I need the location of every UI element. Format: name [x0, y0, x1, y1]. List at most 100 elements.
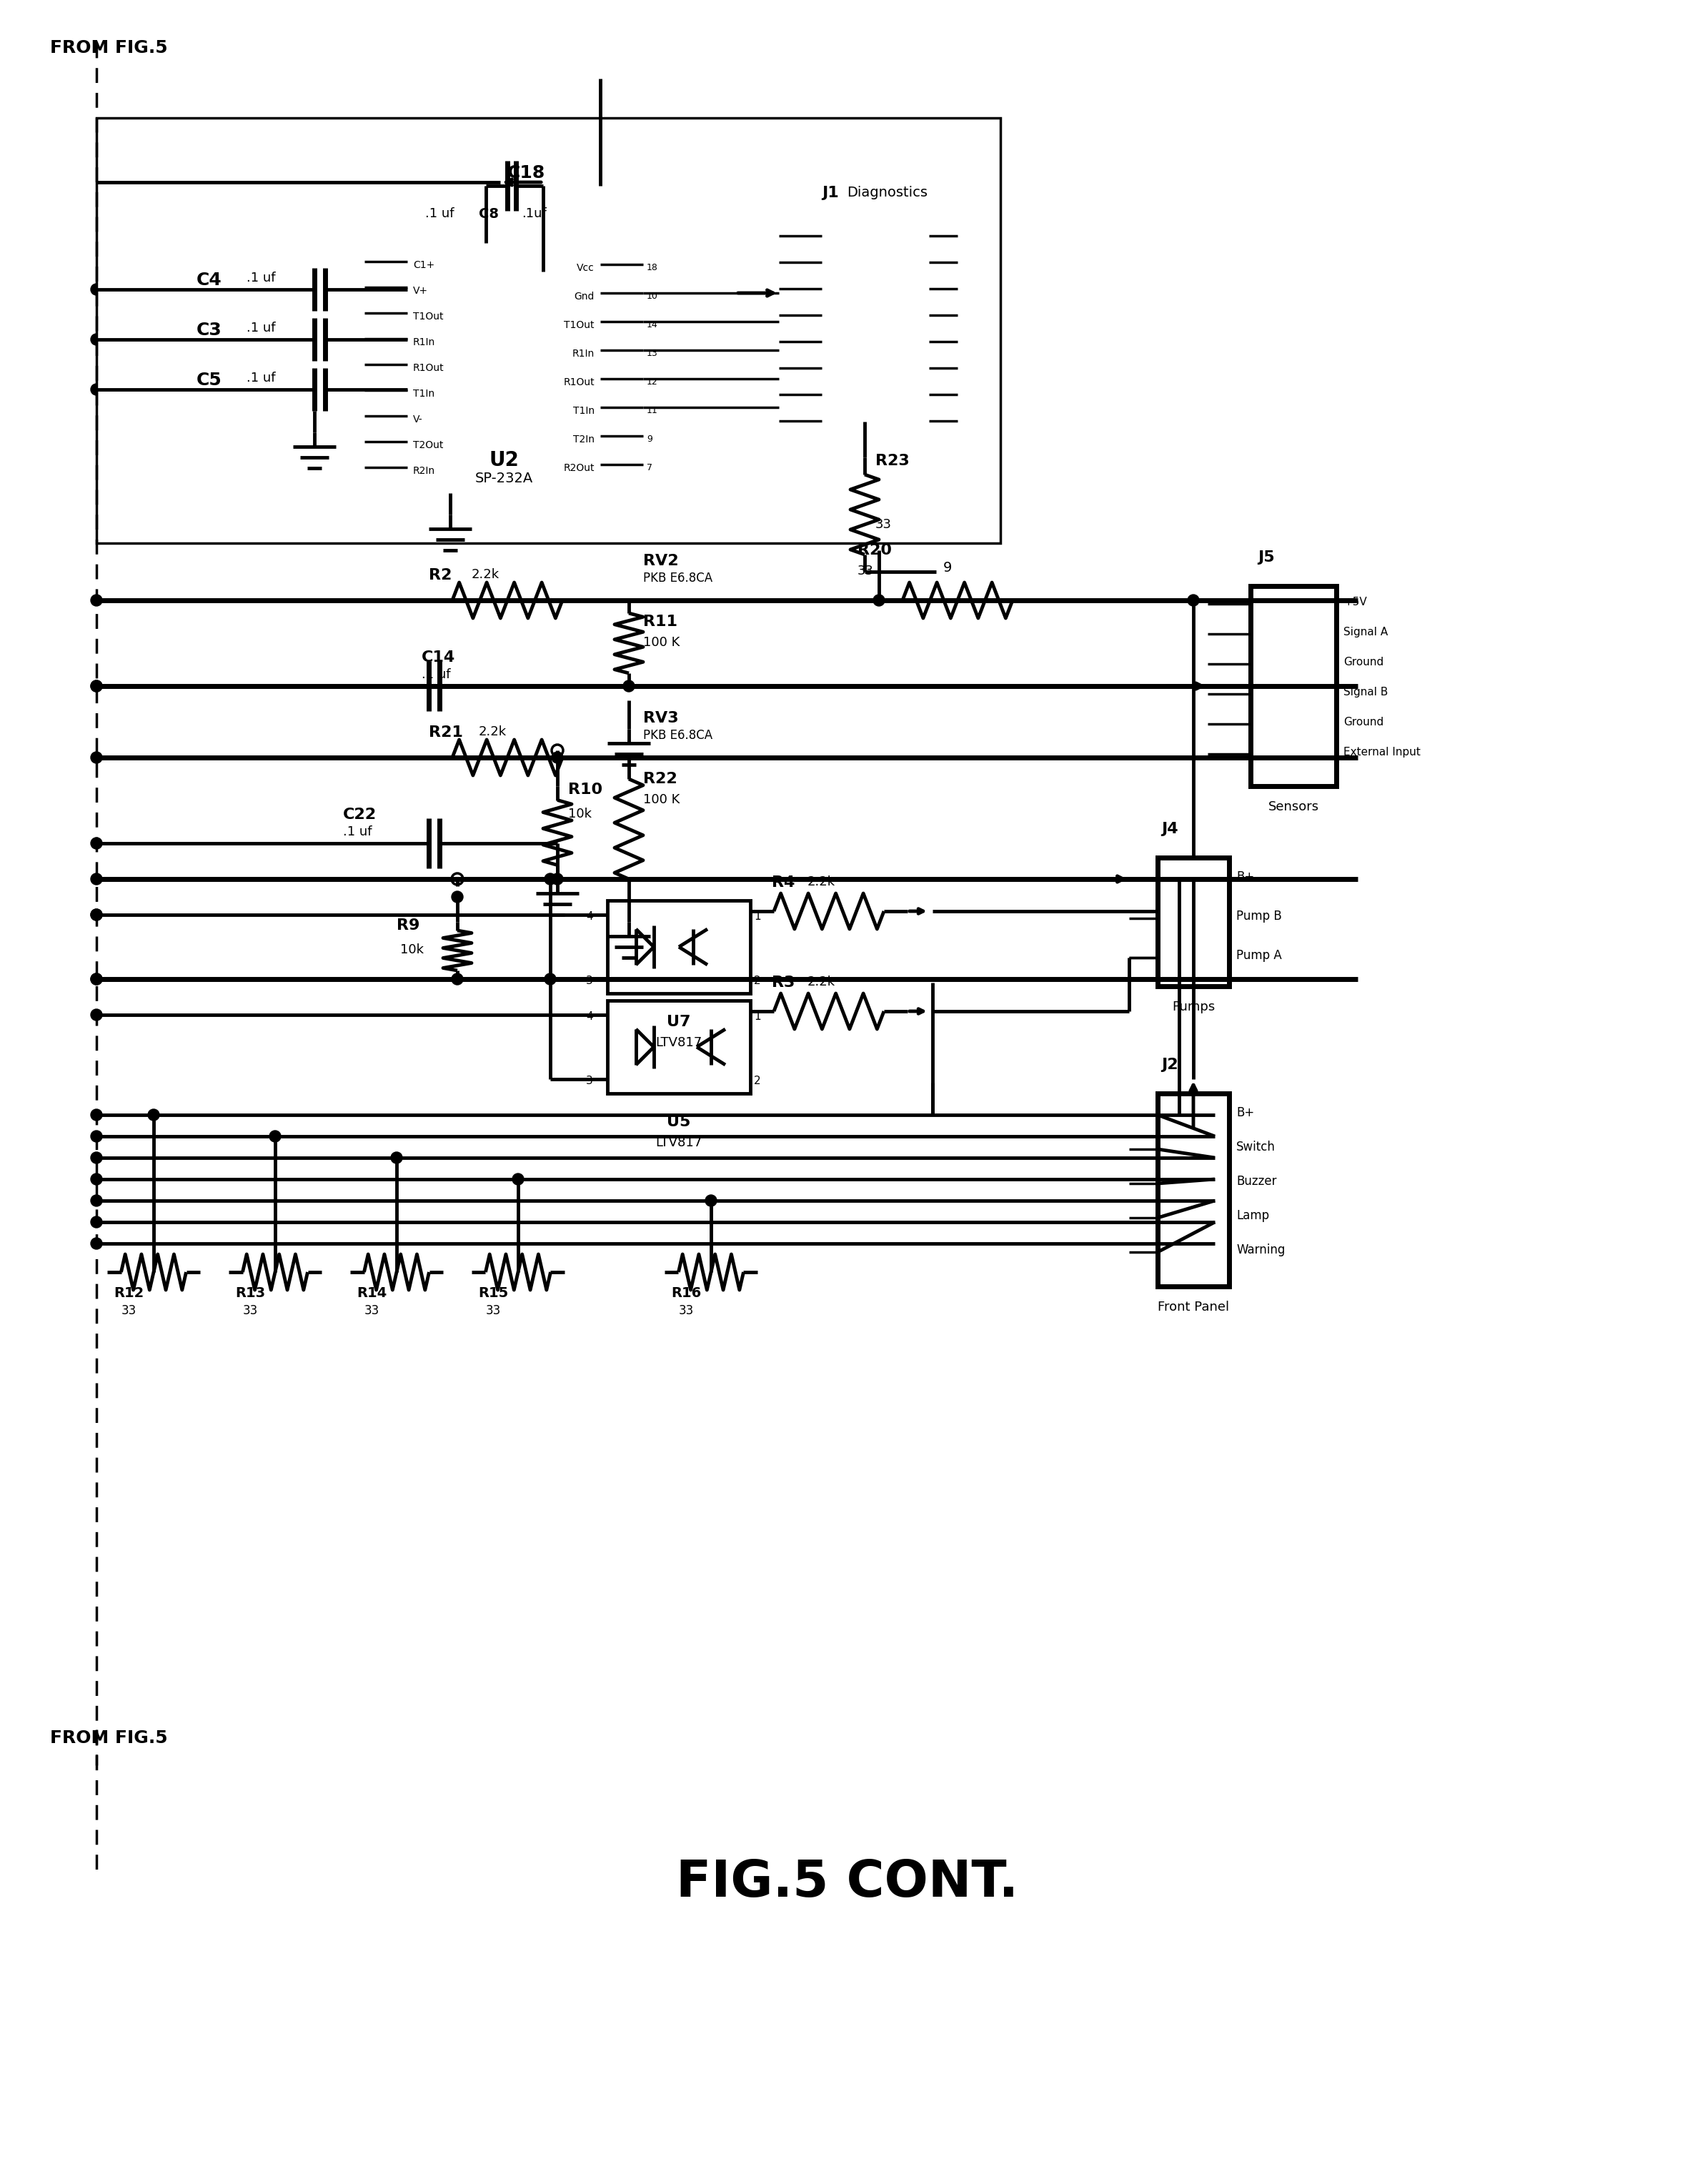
Text: V+: V+	[414, 286, 429, 295]
Text: Buzzer: Buzzer	[1236, 1175, 1276, 1188]
Circle shape	[92, 909, 102, 919]
Text: J4: J4	[1161, 821, 1178, 836]
Text: .1 uf: .1 uf	[342, 826, 371, 839]
Circle shape	[1188, 594, 1198, 605]
Text: Switch: Switch	[1236, 1140, 1275, 1153]
Text: Pump A: Pump A	[1236, 950, 1281, 961]
Text: R1In: R1In	[414, 336, 436, 347]
Bar	[822, 214, 929, 443]
Text: R10: R10	[568, 782, 602, 797]
Circle shape	[92, 1151, 102, 1164]
Circle shape	[92, 334, 102, 345]
Text: +5V: +5V	[1344, 596, 1366, 607]
Text: 33: 33	[875, 518, 892, 531]
Text: External Input: External Input	[1344, 747, 1420, 758]
Circle shape	[92, 839, 102, 850]
Text: PKB E6.8CA: PKB E6.8CA	[642, 729, 712, 743]
Text: T1In: T1In	[414, 389, 434, 400]
Text: 2: 2	[754, 976, 761, 987]
Circle shape	[392, 1151, 402, 1164]
Circle shape	[92, 1195, 102, 1206]
Text: R20: R20	[858, 544, 892, 557]
Circle shape	[92, 1009, 102, 1020]
Text: Ground: Ground	[1344, 716, 1383, 727]
Text: C14: C14	[422, 651, 456, 664]
Text: C5: C5	[197, 371, 222, 389]
Text: .1 uf: .1 uf	[246, 271, 276, 284]
Text: Signal B: Signal B	[1344, 686, 1388, 697]
Text: C3: C3	[197, 321, 222, 339]
Text: R21: R21	[429, 725, 463, 740]
Text: .1uf: .1uf	[522, 207, 546, 221]
Text: R12: R12	[114, 1286, 144, 1299]
Text: T1Out: T1Out	[414, 312, 444, 321]
Text: Gnd: Gnd	[575, 293, 595, 301]
Text: FIG.5 CONT.: FIG.5 CONT.	[676, 1859, 1019, 1907]
Circle shape	[544, 874, 556, 885]
Circle shape	[92, 874, 102, 885]
Text: .1 uf: .1 uf	[246, 321, 276, 334]
Text: Sensors: Sensors	[1268, 799, 1319, 812]
Circle shape	[624, 681, 634, 692]
Text: LTV817: LTV817	[656, 1035, 702, 1048]
Text: 33: 33	[120, 1304, 136, 1317]
Bar	[607, 1000, 751, 1094]
Text: T1Out: T1Out	[564, 321, 595, 330]
Text: .1 uf: .1 uf	[425, 207, 454, 221]
Circle shape	[92, 1109, 102, 1120]
Text: 12: 12	[647, 378, 658, 387]
Text: R13: R13	[236, 1286, 264, 1299]
Text: 100 K: 100 K	[642, 793, 680, 806]
Circle shape	[92, 974, 102, 985]
Text: 10: 10	[647, 293, 658, 301]
Text: C18: C18	[507, 164, 546, 181]
Text: Warning: Warning	[1236, 1243, 1285, 1256]
Text: 1: 1	[754, 1011, 761, 1022]
Text: 4: 4	[586, 1011, 593, 1022]
Text: 2.2k: 2.2k	[807, 876, 836, 889]
Text: Pumps: Pumps	[1171, 1000, 1215, 1013]
Circle shape	[92, 751, 102, 762]
Text: R15: R15	[478, 1286, 508, 1299]
Text: FROM FIG.5: FROM FIG.5	[51, 1730, 168, 1747]
Text: R2In: R2In	[414, 465, 436, 476]
Bar	[1158, 1094, 1229, 1286]
Text: 33: 33	[364, 1304, 380, 1317]
Text: 33: 33	[858, 566, 875, 577]
Circle shape	[451, 891, 463, 902]
Text: R22: R22	[642, 771, 678, 786]
Bar	[407, 236, 600, 494]
Text: T2In: T2In	[573, 435, 595, 446]
Circle shape	[92, 974, 102, 985]
Bar	[500, 162, 636, 197]
Text: R23: R23	[875, 454, 910, 467]
Text: Lamp: Lamp	[1236, 1210, 1270, 1223]
Text: RV2: RV2	[642, 555, 678, 568]
Circle shape	[92, 1131, 102, 1142]
Bar	[836, 229, 915, 428]
Text: 10k: 10k	[568, 808, 592, 821]
Text: C8: C8	[478, 207, 498, 221]
Text: Diagnostics: Diagnostics	[848, 186, 927, 199]
Text: 11: 11	[647, 406, 658, 415]
Circle shape	[551, 874, 563, 885]
Circle shape	[595, 179, 607, 192]
Text: R1Out: R1Out	[563, 378, 595, 387]
Text: 18: 18	[647, 262, 658, 273]
Circle shape	[92, 384, 102, 395]
Text: 3: 3	[586, 1075, 593, 1085]
Text: LTV817: LTV817	[656, 1136, 702, 1149]
Text: R3: R3	[771, 976, 795, 989]
Text: C4: C4	[197, 271, 222, 288]
Circle shape	[270, 1131, 281, 1142]
Circle shape	[544, 974, 556, 985]
Text: 33: 33	[678, 1304, 693, 1317]
Text: R4: R4	[771, 876, 795, 889]
Circle shape	[92, 1216, 102, 1227]
Text: Ground: Ground	[1344, 657, 1383, 668]
Text: 3: 3	[586, 976, 593, 987]
Text: J1: J1	[822, 186, 839, 201]
Bar	[97, 118, 1000, 544]
Circle shape	[451, 974, 463, 985]
Text: 9: 9	[647, 435, 653, 443]
